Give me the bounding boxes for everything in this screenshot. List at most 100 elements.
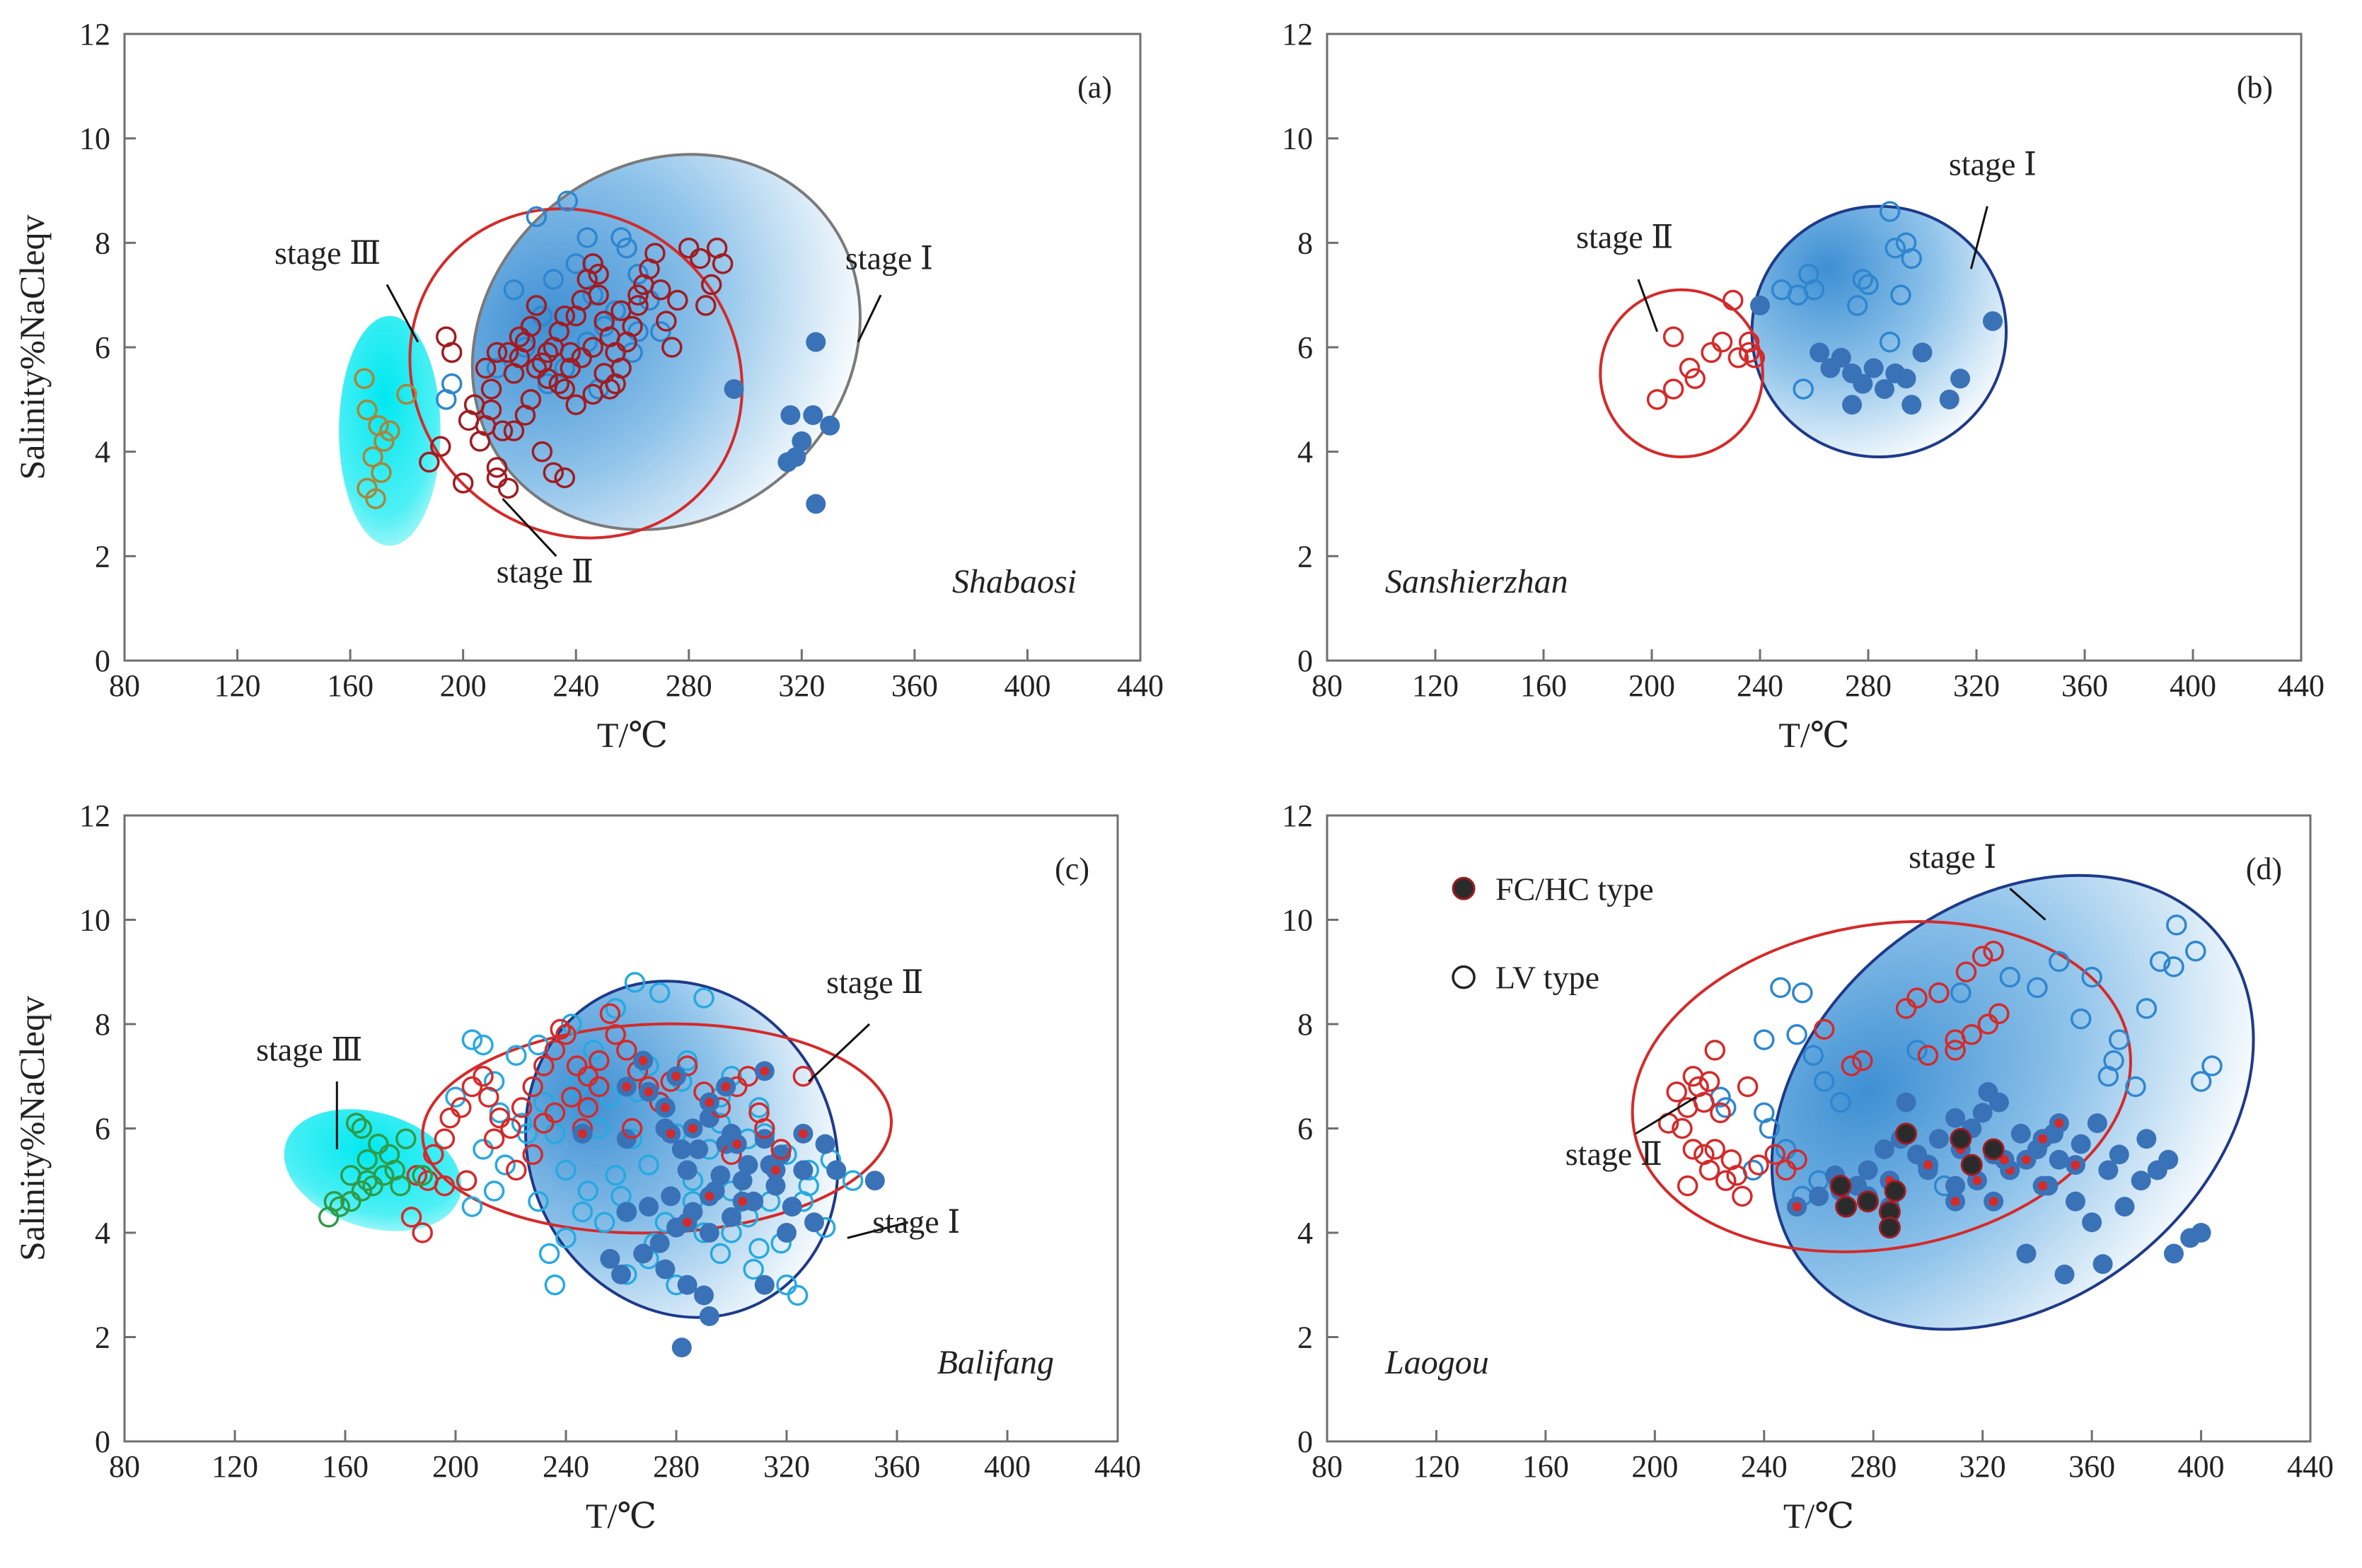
data-point <box>806 494 826 514</box>
x-tick-label: 400 <box>984 1449 1031 1484</box>
data-point <box>1858 1160 1878 1180</box>
data-point <box>566 1076 588 1098</box>
data-point-core <box>798 1129 808 1139</box>
series-stage-I-hollow <box>1710 914 2223 1207</box>
data-point <box>357 1149 378 1171</box>
data-point <box>777 452 798 472</box>
data-point <box>1775 1139 1797 1160</box>
data-point-core <box>1923 1160 1933 1170</box>
data-point <box>555 1159 577 1181</box>
data-point <box>1701 342 1722 364</box>
x-tick-label: 240 <box>543 1449 589 1484</box>
data-point <box>1901 248 1922 269</box>
data-point <box>577 1066 598 1087</box>
data-point <box>1727 347 1749 368</box>
x-tick-label: 200 <box>1631 1449 1678 1484</box>
x-tick-label: 80 <box>1312 668 1343 703</box>
data-point <box>661 337 683 358</box>
y-tick-label: 10 <box>1282 122 1313 156</box>
data-point <box>554 378 576 400</box>
data-point <box>1646 389 1668 410</box>
data-point <box>473 1139 494 1160</box>
data-point <box>531 441 553 463</box>
data-point <box>528 1191 549 1212</box>
legend-label-hollow: LV type <box>1495 960 1599 996</box>
x-tick-label: 160 <box>327 668 374 703</box>
data-point <box>1704 1139 1726 1160</box>
data-point <box>1715 1170 1737 1191</box>
data-point <box>533 1113 555 1134</box>
data-point <box>815 1134 835 1154</box>
site-label: Sanshierzhan <box>1385 563 1568 600</box>
data-point <box>435 389 457 410</box>
data-point <box>351 1180 373 1202</box>
data-point <box>390 1175 411 1197</box>
data-point <box>661 1186 681 1207</box>
series-stage-III <box>318 1113 433 1228</box>
data-point <box>2081 966 2102 988</box>
data-point <box>1955 961 1977 982</box>
data-point <box>806 332 826 352</box>
stage-leader-line <box>847 1221 908 1239</box>
data-point <box>1950 982 1972 1004</box>
data-point <box>2098 1160 2119 1180</box>
data-point <box>400 1207 422 1228</box>
data-point <box>616 1202 637 1222</box>
data-point <box>475 357 497 379</box>
data-point <box>554 467 576 489</box>
data-point <box>611 1265 631 1284</box>
data-point-core <box>671 1072 681 1081</box>
y-tick-label: 8 <box>1297 1007 1313 1042</box>
data-point <box>792 431 812 451</box>
x-axis-label: T/℃ <box>586 1496 656 1535</box>
data-point <box>826 1160 847 1180</box>
stage-label: stage Ⅲ <box>274 235 381 271</box>
y-tick-label: 12 <box>1282 798 1313 833</box>
data-point <box>543 269 565 290</box>
data-point <box>1896 368 1916 389</box>
x-tick-label: 120 <box>214 668 261 703</box>
data-point <box>1961 1024 1982 1045</box>
stage-3-zone <box>284 1109 462 1231</box>
data-point <box>1750 295 1770 315</box>
y-tick-label: 6 <box>1297 1112 1313 1146</box>
data-point <box>1759 1117 1781 1139</box>
data-point <box>461 1076 483 1098</box>
x-tick-label: 320 <box>778 668 825 703</box>
data-point-core <box>2000 1155 2010 1165</box>
data-point <box>616 1129 637 1149</box>
stage-leader-line <box>1635 1096 1697 1135</box>
y-tick-label: 12 <box>1282 17 1313 52</box>
data-point <box>483 1128 505 1149</box>
data-point <box>2097 1066 2119 1087</box>
data-point <box>2201 1055 2223 1076</box>
x-tick-label: 240 <box>1741 1449 1788 1484</box>
data-point <box>1679 357 1701 379</box>
data-point-core <box>2038 1134 2048 1144</box>
data-point <box>345 1113 367 1134</box>
data-point <box>776 1274 797 1296</box>
data-point <box>1879 201 1901 222</box>
data-point <box>1852 269 1874 290</box>
stage-leader-line <box>386 284 419 343</box>
series-stage-I-filled <box>724 332 840 514</box>
y-tick-label: 4 <box>1297 1216 1313 1250</box>
data-point <box>650 321 671 342</box>
data-point-core <box>705 1098 714 1108</box>
data-point <box>649 1233 670 1253</box>
data-point-core <box>721 1082 731 1091</box>
data-point <box>1988 1003 2010 1024</box>
data-point <box>533 1091 555 1113</box>
data-point <box>748 1097 770 1118</box>
stage-leader-line <box>2009 888 2047 921</box>
data-point <box>622 342 643 364</box>
stage-2-zone <box>1599 288 1764 459</box>
data-point <box>599 1003 621 1024</box>
data-point <box>624 972 646 993</box>
data-point <box>644 243 666 264</box>
data-point <box>329 1196 350 1217</box>
panel-d: 80 120 160 200 240 280 320 360 400 440 0 2 4 6 8 10 12 T/… <box>1282 798 2334 1535</box>
data-point <box>2166 914 2187 936</box>
data-point-core <box>666 1129 676 1139</box>
y-tick-label: 12 <box>79 17 110 52</box>
